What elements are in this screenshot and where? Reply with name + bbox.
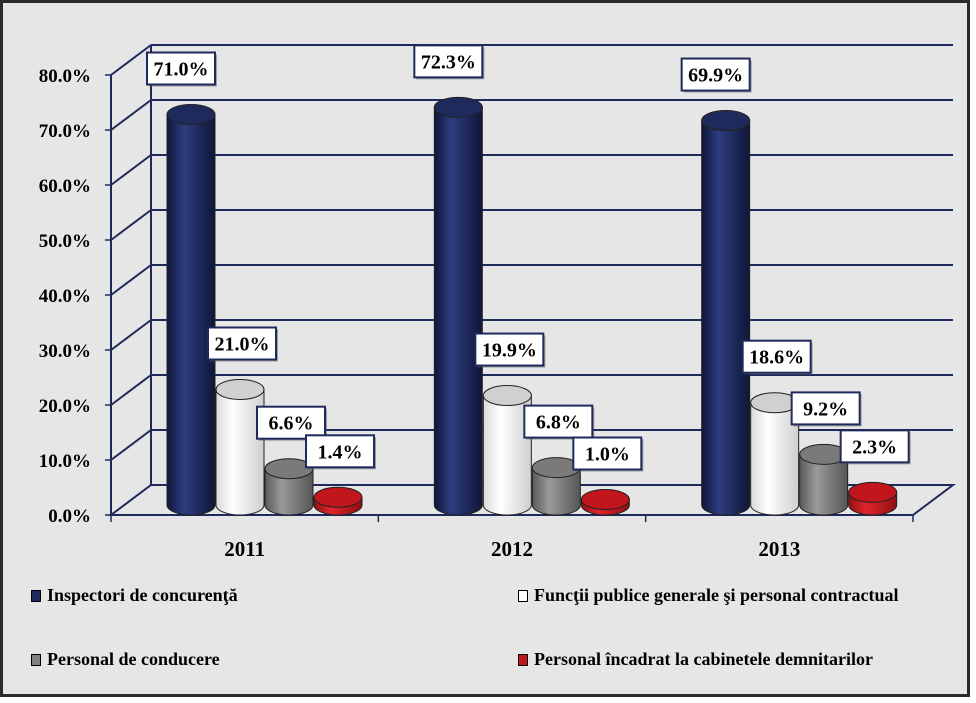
x-category-label: 2013 xyxy=(758,537,800,561)
svg-text:6.8%: 6.8% xyxy=(536,412,581,434)
svg-text:6.6%: 6.6% xyxy=(269,413,314,435)
data-label-inspectori: 69.9% xyxy=(680,57,752,93)
legend-swatch-functii xyxy=(518,589,528,602)
data-label-inspectori: 72.3% xyxy=(413,44,485,80)
bar-cabinete xyxy=(848,481,898,516)
gridline xyxy=(110,374,953,406)
data-label-functii: 21.0% xyxy=(207,326,278,362)
legend-label-cabinete: Personal încadrat la cabinetele demnitar… xyxy=(534,649,873,669)
gridline xyxy=(110,44,953,76)
svg-text:18.6%: 18.6% xyxy=(749,347,804,369)
y-tick-label: 80.0% xyxy=(39,66,91,87)
legend-swatch-inspectori xyxy=(31,589,41,602)
data-label-conducere: 6.8% xyxy=(523,404,595,440)
legend-label-inspectori: Inspectori de concurenţă xyxy=(47,585,238,605)
bar-functii xyxy=(482,385,532,516)
legend-item-inspectori: Inspectori de concurenţă xyxy=(31,585,238,606)
legend: Inspectori de concurenţă Funcţii publice… xyxy=(31,578,961,688)
data-label-inspectori: 71.0% xyxy=(146,51,217,87)
axes: 0.0% 10.0% 20.0% 30.0% 40.0% 50.0% 60.0% 70.0% 8… xyxy=(39,45,956,561)
gridline xyxy=(110,264,953,296)
svg-text:9.2%: 9.2% xyxy=(803,398,848,420)
data-label-conducere: 9.2% xyxy=(790,391,862,427)
legend-label-functii: Funcţii publice generale şi personal con… xyxy=(534,585,899,605)
bar-conducere xyxy=(264,458,314,516)
data-label-cabinete: 1.0% xyxy=(572,436,644,472)
legend-label-conducere: Personal de conducere xyxy=(47,649,220,669)
y-tick-label: 20.0% xyxy=(39,396,91,417)
chart-plot: 0.0% 10.0% 20.0% 30.0% 40.0% 50.0% 60.0% 70.0% 8… xyxy=(39,44,956,561)
legend-swatch-conducere xyxy=(31,653,41,666)
data-label-cabinete: 1.4% xyxy=(305,434,376,470)
svg-text:21.0%: 21.0% xyxy=(215,334,270,356)
svg-text:1.0%: 1.0% xyxy=(585,444,630,466)
y-tick-label: 70.0% xyxy=(39,121,91,142)
svg-text:72.3%: 72.3% xyxy=(421,51,476,73)
gridline xyxy=(110,319,953,351)
svg-text:2.3%: 2.3% xyxy=(852,436,897,458)
data-labels: 71.0% 21.0% 6.6%1.4% 72.3% 19.9% 6.8%1.0% 69.9… xyxy=(146,44,911,472)
bars xyxy=(166,96,898,516)
x-category-label: 2012 xyxy=(491,537,533,561)
svg-text:71.0%: 71.0% xyxy=(154,59,209,81)
legend-item-cabinete: Personal încadrat la cabinetele demnitar… xyxy=(518,649,873,670)
bar-cabinete xyxy=(313,486,363,516)
svg-text:19.9%: 19.9% xyxy=(482,340,537,362)
legend-item-conducere: Personal de conducere xyxy=(31,649,220,670)
data-label-functii: 19.9% xyxy=(474,332,546,368)
y-tick-label: 10.0% xyxy=(39,451,91,472)
gridline xyxy=(110,99,953,131)
bar-cabinete xyxy=(580,489,630,516)
y-tick-label: 50.0% xyxy=(39,231,91,252)
x-category-label: 2011 xyxy=(224,537,265,561)
legend-item-functii: Funcţii publice generale şi personal con… xyxy=(518,585,898,606)
y-tick-label: 40.0% xyxy=(39,286,91,307)
gridline xyxy=(110,154,953,186)
bar-inspectori xyxy=(701,110,751,516)
svg-text:1.4%: 1.4% xyxy=(318,441,363,463)
y-tick-label: 0.0% xyxy=(48,506,91,527)
bar-functii xyxy=(215,379,265,516)
data-label-conducere: 6.6% xyxy=(256,405,327,441)
bar-functii xyxy=(750,392,800,516)
bar-conducere xyxy=(799,443,849,516)
bar-inspectori xyxy=(166,104,216,516)
data-label-functii: 18.6% xyxy=(741,339,813,375)
bar-inspectori xyxy=(433,96,483,516)
y-tick-label: 60.0% xyxy=(39,176,91,197)
legend-swatch-cabinete xyxy=(518,653,528,666)
svg-text:69.9%: 69.9% xyxy=(688,65,743,87)
gridline xyxy=(110,209,953,241)
y-tick-label: 30.0% xyxy=(39,341,91,362)
data-label-cabinete: 2.3% xyxy=(839,429,911,465)
